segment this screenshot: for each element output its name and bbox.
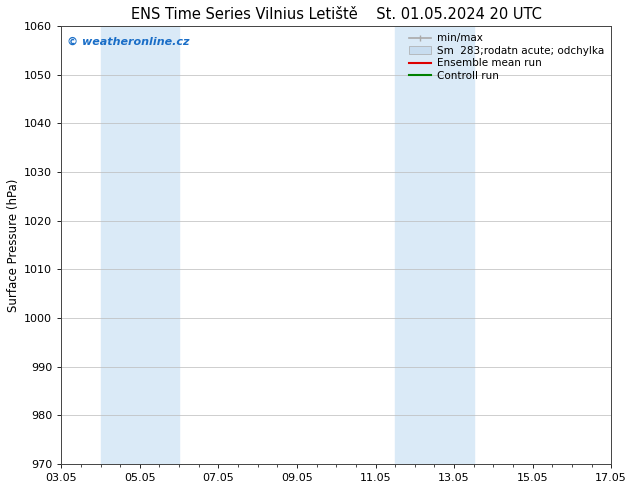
Y-axis label: Surface Pressure (hPa): Surface Pressure (hPa): [7, 178, 20, 312]
Bar: [101, 26, 179, 464]
Title: ENS Time Series Vilnius Letiště    St. 01.05.2024 20 UTC: ENS Time Series Vilnius Letiště St. 01.0…: [131, 7, 541, 22]
Legend: min/max, Sm  283;rodatn acute; odchylka, Ensemble mean run, Controll run: min/max, Sm 283;rodatn acute; odchylka, …: [406, 31, 606, 83]
Text: © weatheronline.cz: © weatheronline.cz: [67, 37, 190, 47]
Bar: [395, 26, 474, 464]
